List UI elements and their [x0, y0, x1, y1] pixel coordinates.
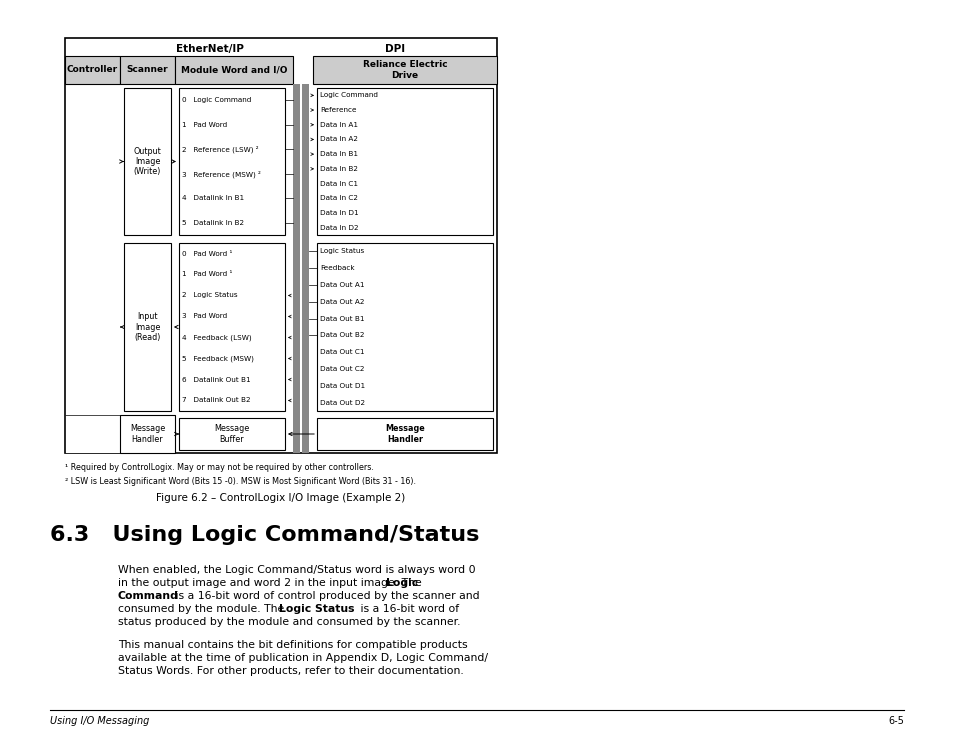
Text: available at the time of publication in Appendix D, Logic Command/: available at the time of publication in …: [118, 653, 488, 663]
Bar: [302, 84, 309, 453]
Text: 1   Pad Word ¹: 1 Pad Word ¹: [182, 272, 233, 277]
Text: Data Out D2: Data Out D2: [319, 399, 365, 406]
Text: Module Word and I/O: Module Word and I/O: [180, 66, 287, 75]
Bar: [120, 56, 174, 84]
Bar: [179, 243, 285, 411]
Text: Controller: Controller: [67, 66, 118, 75]
Bar: [65, 56, 120, 84]
Text: 4   Feedback (LSW): 4 Feedback (LSW): [182, 334, 252, 341]
Text: is a 16-bit word of: is a 16-bit word of: [356, 604, 458, 614]
Bar: [65, 38, 497, 453]
Text: 6   Datalink Out B1: 6 Datalink Out B1: [182, 376, 251, 382]
Text: Data Out B2: Data Out B2: [319, 332, 364, 339]
Text: 6-5: 6-5: [887, 716, 903, 726]
Text: Data Out C1: Data Out C1: [319, 349, 364, 355]
Text: Data Out B1: Data Out B1: [319, 316, 364, 322]
Text: 5   Feedback (MSW): 5 Feedback (MSW): [182, 355, 253, 362]
Text: Scanner: Scanner: [127, 66, 168, 75]
Bar: [124, 243, 171, 411]
Text: Data In B1: Data In B1: [319, 151, 357, 157]
Text: 6.3   Using Logic Command/Status: 6.3 Using Logic Command/Status: [50, 525, 478, 545]
Bar: [179, 418, 285, 450]
Text: in the output image and word 2 in the input image. The: in the output image and word 2 in the in…: [118, 578, 425, 588]
Bar: [316, 418, 493, 450]
Text: Logic Command: Logic Command: [319, 92, 377, 98]
Bar: [313, 56, 497, 84]
Text: 2   Logic Status: 2 Logic Status: [182, 292, 237, 298]
Text: Message
Handler: Message Handler: [385, 424, 424, 444]
Text: Data Out A2: Data Out A2: [319, 299, 364, 305]
Text: 3   Pad Word: 3 Pad Word: [182, 314, 227, 320]
Bar: [293, 84, 299, 453]
Text: is a 16-bit word of control produced by the scanner and: is a 16-bit word of control produced by …: [172, 591, 479, 601]
Text: status produced by the module and consumed by the scanner.: status produced by the module and consum…: [118, 617, 460, 627]
Text: Data In B2: Data In B2: [319, 166, 357, 172]
Text: 1   Pad Word: 1 Pad Word: [182, 122, 227, 128]
Text: 7   Datalink Out B2: 7 Datalink Out B2: [182, 398, 251, 404]
Text: Feedback: Feedback: [319, 265, 355, 271]
Text: Data Out D1: Data Out D1: [319, 383, 365, 389]
Text: 3   Reference (MSW) ²: 3 Reference (MSW) ²: [182, 170, 260, 178]
Text: 4   Datalink In B1: 4 Datalink In B1: [182, 196, 244, 201]
Text: Data In C2: Data In C2: [319, 196, 357, 201]
Text: 0   Logic Command: 0 Logic Command: [182, 97, 251, 103]
Text: Message
Buffer: Message Buffer: [214, 424, 250, 444]
Bar: [316, 88, 493, 235]
Text: Logic Status: Logic Status: [319, 249, 364, 255]
Text: consumed by the module. The: consumed by the module. The: [118, 604, 288, 614]
Bar: [120, 415, 174, 453]
Text: 5   Datalink In B2: 5 Datalink In B2: [182, 220, 244, 226]
Bar: [174, 56, 293, 84]
Text: Output
Image
(Write): Output Image (Write): [133, 147, 161, 176]
Text: DPI: DPI: [384, 44, 405, 54]
Text: Input
Image
(Read): Input Image (Read): [134, 312, 160, 342]
Bar: [316, 243, 493, 411]
Bar: [124, 88, 171, 235]
Text: Data In D2: Data In D2: [319, 224, 358, 231]
Text: Data Out C2: Data Out C2: [319, 366, 364, 372]
Text: Data In A2: Data In A2: [319, 137, 357, 142]
Text: Message
Handler: Message Handler: [130, 424, 165, 444]
Text: Command: Command: [118, 591, 179, 601]
Text: Logic: Logic: [386, 578, 417, 588]
Text: Data In A1: Data In A1: [319, 122, 357, 128]
Text: ¹ Required by ControlLogix. May or may not be required by other controllers.: ¹ Required by ControlLogix. May or may n…: [65, 463, 374, 472]
Text: Data In C1: Data In C1: [319, 181, 357, 187]
Text: Data Out A1: Data Out A1: [319, 282, 364, 288]
Text: This manual contains the bit definitions for compatible products: This manual contains the bit definitions…: [118, 640, 467, 650]
Text: ² LSW is Least Significant Word (Bits 15 -0). MSW is Most Significant Word (Bits: ² LSW is Least Significant Word (Bits 15…: [65, 477, 416, 486]
Text: Status Words. For other products, refer to their documentation.: Status Words. For other products, refer …: [118, 666, 463, 676]
Text: EtherNet/IP: EtherNet/IP: [176, 44, 244, 54]
Bar: [179, 88, 285, 235]
Text: Data In D1: Data In D1: [319, 210, 358, 216]
Text: Figure 6.2 – ControlLogix I/O Image (Example 2): Figure 6.2 – ControlLogix I/O Image (Exa…: [156, 493, 405, 503]
Text: Reliance Electric
Drive: Reliance Electric Drive: [362, 61, 447, 80]
Text: Using I/O Messaging: Using I/O Messaging: [50, 716, 150, 726]
Text: Reference: Reference: [319, 107, 356, 113]
Text: 2   Reference (LSW) ²: 2 Reference (LSW) ²: [182, 145, 258, 153]
Text: When enabled, the Logic Command/Status word is always word 0: When enabled, the Logic Command/Status w…: [118, 565, 476, 575]
Text: 0   Pad Word ¹: 0 Pad Word ¹: [182, 250, 233, 257]
Bar: [65, 415, 120, 453]
Text: Logic Status: Logic Status: [278, 604, 355, 614]
